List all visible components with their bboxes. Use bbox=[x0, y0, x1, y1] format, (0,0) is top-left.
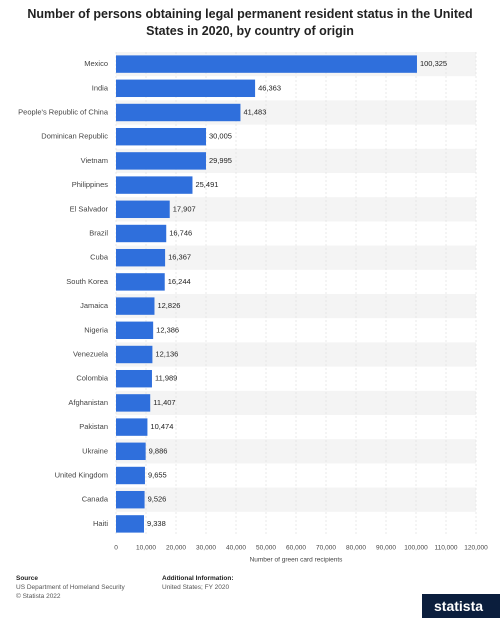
bar bbox=[116, 515, 145, 533]
value-label: 29,995 bbox=[209, 156, 232, 165]
y-tick-label: India bbox=[92, 83, 109, 92]
y-tick-label: Haiti bbox=[93, 519, 108, 528]
value-label: 25,491 bbox=[195, 180, 218, 189]
y-tick-label: Mexico bbox=[84, 59, 108, 68]
bar bbox=[116, 224, 167, 243]
value-label: 16,746 bbox=[169, 228, 192, 237]
value-label: 12,386 bbox=[156, 325, 179, 334]
value-label: 16,367 bbox=[168, 253, 191, 262]
y-tick-label: Pakistan bbox=[79, 422, 108, 431]
bar bbox=[116, 176, 193, 194]
additional-block: Additional Information: United States; F… bbox=[162, 574, 234, 592]
row-stripe bbox=[116, 294, 476, 319]
value-label: 16,244 bbox=[168, 277, 191, 286]
bar bbox=[116, 55, 417, 73]
x-tick-label: 10,000 bbox=[136, 545, 156, 552]
x-axis-label: Number of green card recipients bbox=[250, 557, 344, 564]
x-tick-label: 80,000 bbox=[346, 545, 366, 552]
y-tick-label: United Kingdom bbox=[55, 470, 108, 479]
value-label: 9,526 bbox=[148, 495, 167, 504]
bar bbox=[116, 394, 151, 412]
x-tick-label: 70,000 bbox=[316, 545, 336, 552]
bar bbox=[116, 248, 166, 267]
bar bbox=[116, 200, 170, 219]
source-block: Source US Department of Homeland Securit… bbox=[16, 574, 125, 601]
x-tick-label: 20,000 bbox=[166, 545, 186, 552]
x-tick-label: 60,000 bbox=[286, 545, 306, 552]
copyright: © Statista 2022 bbox=[16, 593, 61, 600]
y-tick-label: Nigeria bbox=[84, 325, 109, 334]
value-label: 41,483 bbox=[243, 107, 266, 116]
bar bbox=[116, 490, 145, 509]
value-label: 9,338 bbox=[147, 519, 166, 528]
row-stripe bbox=[116, 342, 476, 367]
bar bbox=[116, 369, 152, 388]
y-tick-label: Jamaica bbox=[80, 301, 109, 310]
y-tick-label: Colombia bbox=[76, 374, 109, 383]
bar bbox=[116, 127, 207, 146]
y-tick-label: Vietnam bbox=[81, 156, 108, 165]
y-tick-label: Dominican Republic bbox=[41, 132, 108, 141]
bar bbox=[116, 152, 206, 170]
value-label: 10,474 bbox=[150, 422, 173, 431]
x-tick-label: 110,000 bbox=[434, 545, 457, 552]
x-tick-label: 100,000 bbox=[404, 545, 428, 552]
row-stripe bbox=[116, 390, 476, 415]
y-tick-label: Philippines bbox=[72, 180, 109, 189]
y-tick-label: Ukraine bbox=[82, 446, 108, 455]
source-heading: Source bbox=[16, 575, 39, 582]
row-stripe bbox=[116, 487, 476, 512]
logo[interactable]: statista bbox=[422, 594, 500, 618]
bar bbox=[116, 418, 148, 436]
y-tick-label: People's Republic of China bbox=[18, 107, 109, 116]
y-tick-label: South Korea bbox=[66, 277, 109, 286]
chart-title: Number of persons obtaining legal perman… bbox=[27, 7, 473, 38]
x-tick-label: 30,000 bbox=[196, 545, 216, 552]
value-label: 46,363 bbox=[258, 83, 281, 92]
x-tick-label: 0 bbox=[114, 545, 118, 552]
y-tick-label: Canada bbox=[82, 495, 109, 504]
bar bbox=[116, 466, 145, 485]
y-tick-label: Cuba bbox=[90, 253, 109, 262]
value-label: 30,005 bbox=[209, 132, 232, 141]
y-tick-label: Brazil bbox=[89, 228, 108, 237]
bar bbox=[116, 345, 153, 364]
source: US Department of Homeland Security bbox=[16, 584, 125, 591]
value-label: 11,407 bbox=[153, 398, 175, 407]
value-label: 12,136 bbox=[155, 349, 178, 358]
bar bbox=[116, 297, 155, 315]
bar bbox=[116, 321, 154, 340]
value-label: 12,826 bbox=[157, 301, 180, 310]
x-tick-label: 90,000 bbox=[376, 545, 396, 552]
additional-info: United States; FY 2020 bbox=[162, 584, 230, 591]
x-tick-label: 40,000 bbox=[226, 545, 246, 552]
bar bbox=[116, 103, 241, 122]
value-label: 17,907 bbox=[173, 204, 196, 213]
x-tick-label: 50,000 bbox=[256, 545, 276, 552]
y-tick-label: Venezuela bbox=[73, 349, 109, 358]
y-tick-label: Afghanistan bbox=[68, 398, 108, 407]
value-label: 9,655 bbox=[148, 470, 167, 479]
row-stripe bbox=[116, 439, 476, 464]
y-tick-label: El Salvador bbox=[70, 204, 109, 213]
value-label: 11,989 bbox=[155, 374, 177, 383]
additional-heading: Additional Information: bbox=[162, 575, 234, 582]
bar bbox=[116, 273, 165, 291]
value-label: 100,325 bbox=[420, 59, 447, 68]
x-tick-label: 120,000 bbox=[464, 545, 488, 552]
bar bbox=[116, 442, 146, 461]
value-label: 9,886 bbox=[149, 446, 168, 455]
bar bbox=[116, 79, 256, 98]
